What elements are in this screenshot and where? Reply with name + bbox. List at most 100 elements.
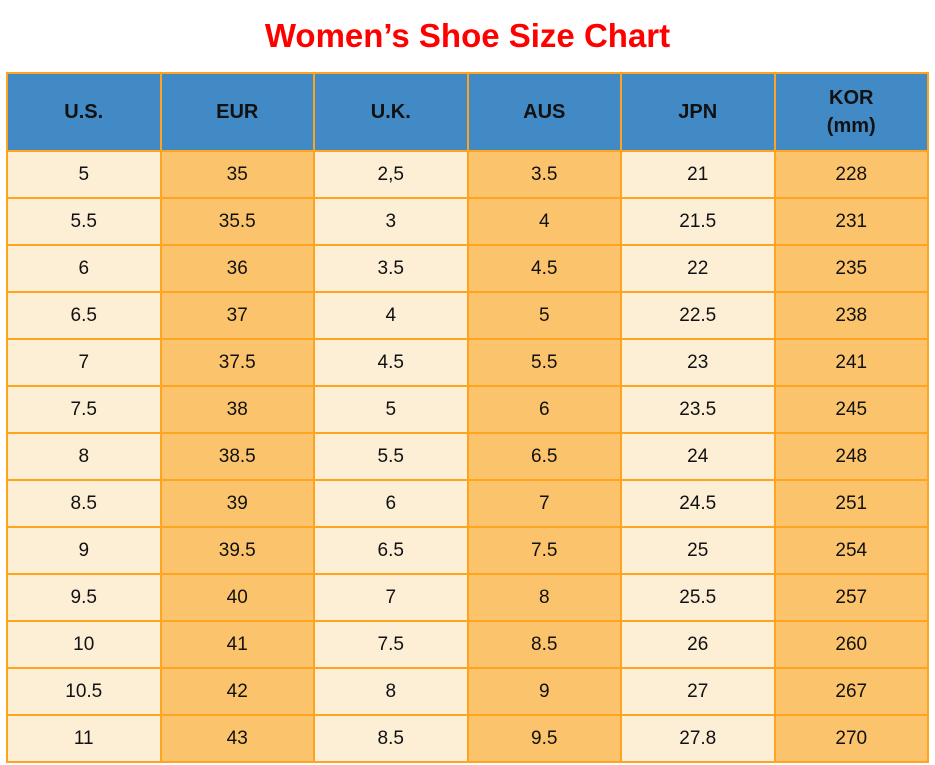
table-cell: 7.5 <box>466 526 622 575</box>
table-cell: 251 <box>773 479 929 528</box>
table-cell: 245 <box>773 385 929 434</box>
table-cell: 37 <box>159 291 315 340</box>
header-cell-aus: AUS <box>466 72 622 152</box>
table-cell: 4.5 <box>466 244 622 293</box>
header-label: JPN <box>678 101 718 123</box>
table-cell: 22 <box>620 244 776 293</box>
table-cell: 38.5 <box>159 432 315 481</box>
table-cell: 238 <box>773 291 929 340</box>
table-cell: 24.5 <box>620 479 776 528</box>
table-row: 9.5 40 7 8 25.5 257 <box>6 573 929 622</box>
header-label: U.K. <box>370 101 411 123</box>
table-cell: 8 <box>6 432 162 481</box>
header-cell-us: U.S. <box>6 72 162 152</box>
header-cell-jpn: JPN <box>620 72 776 152</box>
table-cell: 10.5 <box>6 667 162 716</box>
table-cell: 6 <box>6 244 162 293</box>
table-cell: 4 <box>313 291 469 340</box>
table-cell: 10 <box>6 620 162 669</box>
table-cell: 8 <box>313 667 469 716</box>
table-cell: 8 <box>466 573 622 622</box>
header-label: AUS <box>523 101 566 123</box>
table-cell: 7 <box>313 573 469 622</box>
table-cell: 3.5 <box>313 244 469 293</box>
table-cell: 3.5 <box>466 150 622 199</box>
table-cell: 257 <box>773 573 929 622</box>
table-cell: 9 <box>466 667 622 716</box>
header-label: EUR <box>216 101 259 123</box>
table-cell: 5.5 <box>466 338 622 387</box>
table-cell: 228 <box>773 150 929 199</box>
size-table-header: U.S. EUR U.K. AUS JPN KOR (mm) <box>6 72 929 152</box>
table-cell: 43 <box>159 714 315 763</box>
table-cell: 35 <box>159 150 315 199</box>
table-cell: 9.5 <box>6 573 162 622</box>
table-cell: 5.5 <box>313 432 469 481</box>
table-cell: 41 <box>159 620 315 669</box>
table-cell: 5.5 <box>6 197 162 246</box>
header-label: KOR <box>829 87 874 109</box>
table-cell: 40 <box>159 573 315 622</box>
table-cell: 254 <box>773 526 929 575</box>
table-cell: 23 <box>620 338 776 387</box>
table-cell: 235 <box>773 244 929 293</box>
table-cell: 7.5 <box>6 385 162 434</box>
table-cell: 24 <box>620 432 776 481</box>
table-cell: 7 <box>6 338 162 387</box>
table-cell: 25 <box>620 526 776 575</box>
table-row: 7 37.5 4.5 5.5 23 241 <box>6 338 929 387</box>
table-cell: 38 <box>159 385 315 434</box>
header-cell-uk: U.K. <box>313 72 469 152</box>
table-cell: 241 <box>773 338 929 387</box>
table-cell: 25.5 <box>620 573 776 622</box>
table-row: 10.5 42 8 9 27 267 <box>6 667 929 716</box>
header-cell-eur: EUR <box>159 72 315 152</box>
table-row: 10 41 7.5 8.5 26 260 <box>6 620 929 669</box>
table-cell: 6.5 <box>313 526 469 575</box>
table-row: 5.5 35.5 3 4 21.5 231 <box>6 197 929 246</box>
table-cell: 8.5 <box>313 714 469 763</box>
table-row: 8 38.5 5.5 6.5 24 248 <box>6 432 929 481</box>
table-row: 7.5 38 5 6 23.5 245 <box>6 385 929 434</box>
table-cell: 27.8 <box>620 714 776 763</box>
table-cell: 9 <box>6 526 162 575</box>
header-sublabel: (mm) <box>826 115 876 137</box>
table-cell: 231 <box>773 197 929 246</box>
table-cell: 23.5 <box>620 385 776 434</box>
table-cell: 7.5 <box>313 620 469 669</box>
table-row: 6 36 3.5 4.5 22 235 <box>6 244 929 293</box>
table-cell: 6 <box>313 479 469 528</box>
table-cell: 7 <box>466 479 622 528</box>
table-cell: 21.5 <box>620 197 776 246</box>
table-cell: 11 <box>6 714 162 763</box>
table-cell: 9.5 <box>466 714 622 763</box>
table-cell: 26 <box>620 620 776 669</box>
table-row: 11 43 8.5 9.5 27.8 270 <box>6 714 929 763</box>
table-cell: 248 <box>773 432 929 481</box>
header-cell-kor: KOR (mm) <box>773 72 929 152</box>
header-row: U.S. EUR U.K. AUS JPN KOR (mm) <box>6 72 929 152</box>
table-cell: 267 <box>773 667 929 716</box>
table-row: 8.5 39 6 7 24.5 251 <box>6 479 929 528</box>
table-cell: 3 <box>313 197 469 246</box>
table-cell: 6.5 <box>466 432 622 481</box>
table-cell: 39.5 <box>159 526 315 575</box>
table-cell: 2,5 <box>313 150 469 199</box>
table-cell: 8.5 <box>466 620 622 669</box>
table-cell: 4 <box>466 197 622 246</box>
table-row: 9 39.5 6.5 7.5 25 254 <box>6 526 929 575</box>
header-label: U.S. <box>64 101 104 123</box>
table-cell: 22.5 <box>620 291 776 340</box>
table-cell: 6 <box>466 385 622 434</box>
size-table-body: 5 35 2,5 3.5 21 228 5.5 35.5 3 4 21.5 231 6 36 3.5 4.5 2… <box>6 150 929 763</box>
table-cell: 36 <box>159 244 315 293</box>
table-cell: 37.5 <box>159 338 315 387</box>
table-cell: 35.5 <box>159 197 315 246</box>
table-cell: 260 <box>773 620 929 669</box>
table-cell: 8.5 <box>6 479 162 528</box>
table-cell: 5 <box>313 385 469 434</box>
table-cell: 6.5 <box>6 291 162 340</box>
table-cell: 42 <box>159 667 315 716</box>
table-cell: 270 <box>773 714 929 763</box>
table-cell: 39 <box>159 479 315 528</box>
